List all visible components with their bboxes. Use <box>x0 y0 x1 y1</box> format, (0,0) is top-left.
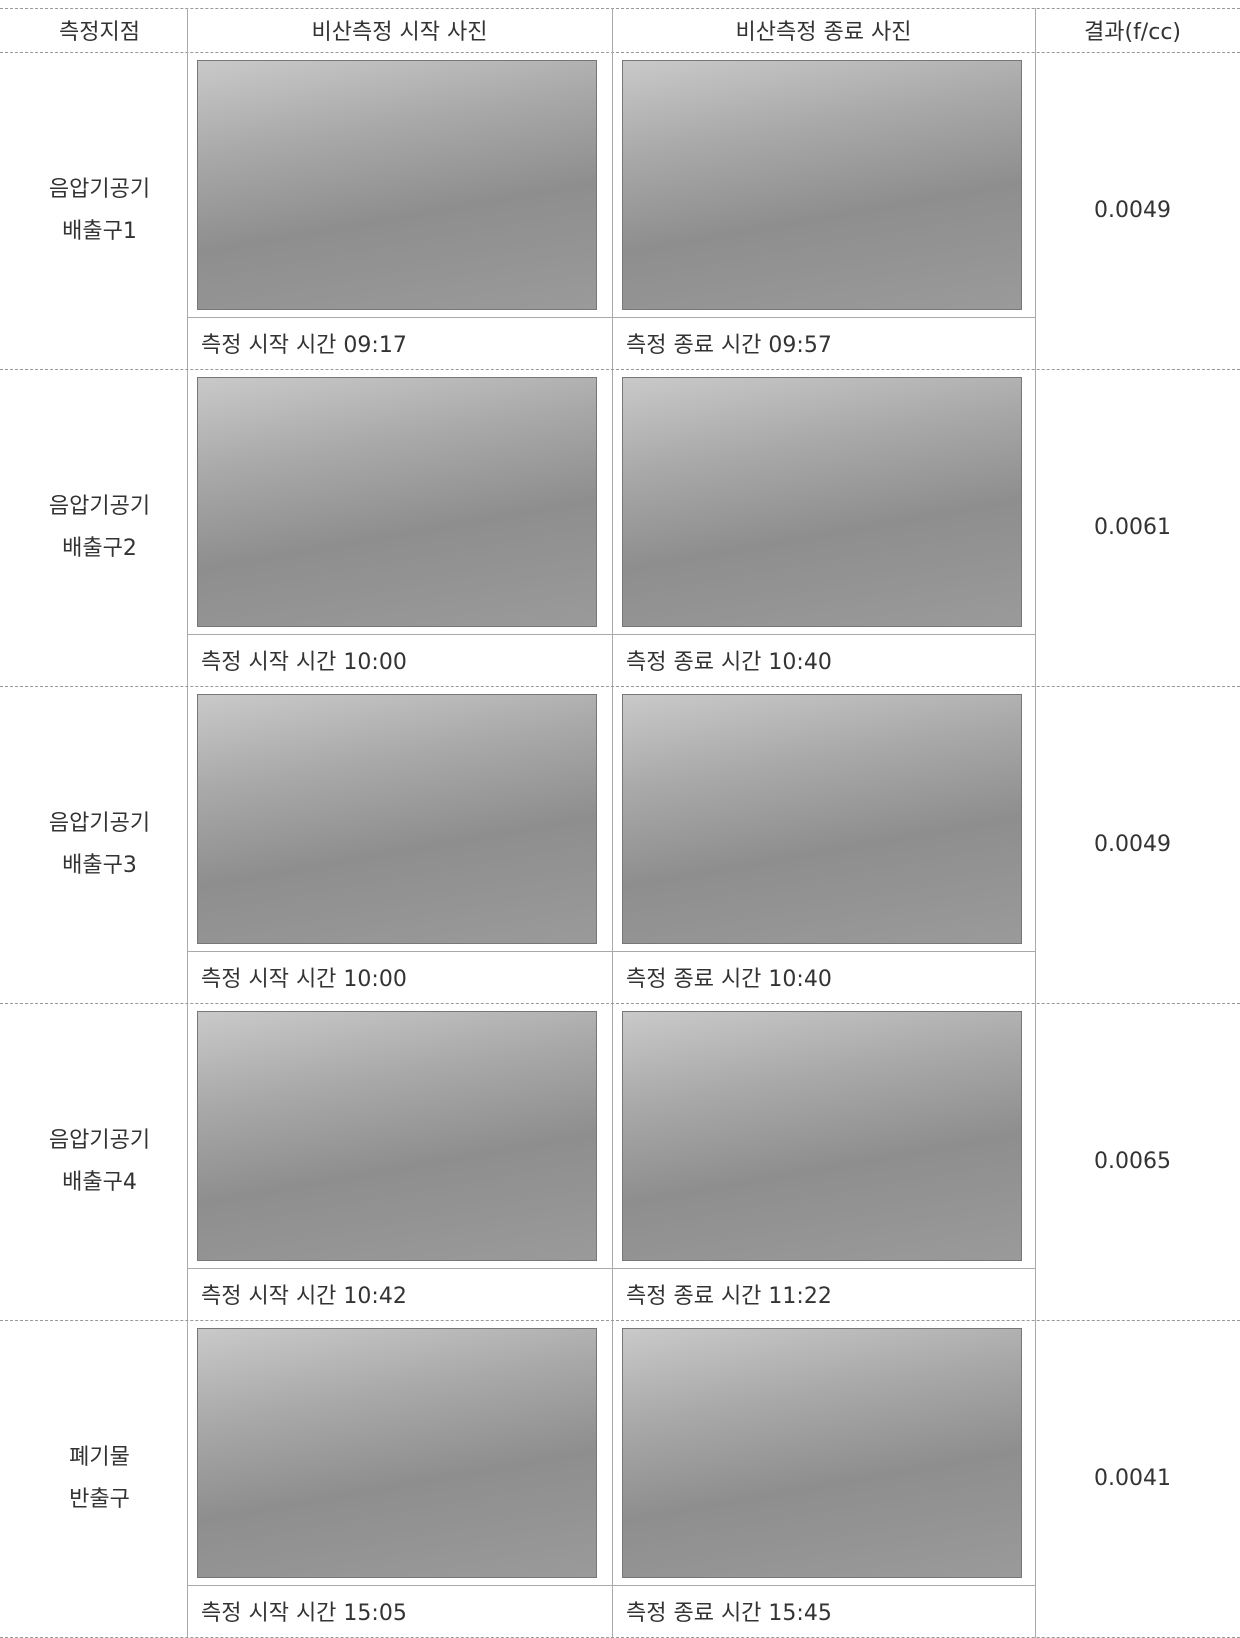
start-caption: 측정 시작 시간 10:00 <box>187 634 612 684</box>
header-cell: 비산측정 시작 사진 <box>311 20 488 45</box>
photo <box>197 377 597 627</box>
rule <box>0 8 1240 9</box>
location-line: 배출구2 <box>62 535 137 561</box>
result: 0.0041 <box>1094 1466 1171 1491</box>
rule <box>0 1003 1240 1004</box>
start-caption: 측정 시작 시간 09:17 <box>187 317 612 367</box>
location-line: 음압기공기 <box>48 1127 151 1153</box>
photo <box>197 1011 597 1261</box>
photo <box>197 1328 597 1578</box>
photo <box>622 1011 1022 1261</box>
header-cell: 측정지점 <box>59 20 140 45</box>
result: 0.0049 <box>1094 198 1171 223</box>
result: 0.0049 <box>1094 832 1171 857</box>
result: 0.0061 <box>1094 515 1171 540</box>
result: 0.0065 <box>1094 1149 1171 1174</box>
location-line: 폐기물 <box>69 1444 130 1470</box>
rule <box>0 52 1240 53</box>
location-line: 배출구1 <box>62 218 137 244</box>
end-caption: 측정 종료 시간 09:57 <box>612 317 1035 367</box>
photo <box>197 60 597 310</box>
start-caption: 측정 시작 시간 15:05 <box>187 1585 612 1635</box>
location-line: 음압기공기 <box>48 810 151 836</box>
photo <box>622 377 1022 627</box>
header-cell: 결과(f/cc) <box>1084 20 1181 45</box>
location-line: 배출구3 <box>62 852 137 878</box>
column-rule <box>612 8 613 1638</box>
column-rule <box>187 8 188 1638</box>
start-caption: 측정 시작 시간 10:42 <box>187 1268 612 1318</box>
location-line: 반출구 <box>69 1486 130 1512</box>
photo <box>622 60 1022 310</box>
location-line: 음압기공기 <box>48 176 151 202</box>
end-caption: 측정 종료 시간 15:45 <box>612 1585 1035 1635</box>
location-line: 배출구4 <box>62 1169 137 1195</box>
header-cell: 비산측정 종료 사진 <box>735 20 912 45</box>
end-caption: 측정 종료 시간 10:40 <box>612 634 1035 684</box>
rule <box>0 1320 1240 1321</box>
location-line: 음압기공기 <box>48 493 151 519</box>
end-caption: 측정 종료 시간 11:22 <box>612 1268 1035 1318</box>
rule <box>0 369 1240 370</box>
end-caption: 측정 종료 시간 10:40 <box>612 951 1035 1001</box>
photo <box>622 694 1022 944</box>
column-rule <box>1035 8 1036 1638</box>
photo <box>622 1328 1022 1578</box>
photo <box>197 694 597 944</box>
start-caption: 측정 시작 시간 10:00 <box>187 951 612 1001</box>
rule <box>0 686 1240 687</box>
